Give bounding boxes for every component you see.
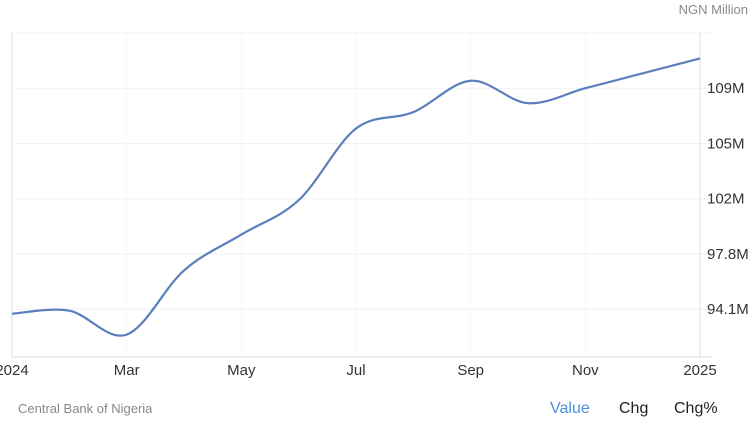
tab-chg[interactable]: Chg	[619, 400, 649, 417]
series-line	[11, 57, 701, 337]
x-tick-label: Jul	[346, 362, 365, 379]
y-tick-label: 105M	[707, 135, 745, 152]
y-tick-label: 109M	[707, 80, 745, 97]
line-chart: 94.1M 97.8M 102M 105M 109M 2024 Mar May Jul Sep No…	[0, 32, 749, 379]
y-tick-label: 97.8M	[707, 246, 749, 263]
tab-chg-percent[interactable]: Chg%	[674, 400, 718, 417]
y-tick-label: 94.1M	[707, 301, 749, 318]
x-tick-label: Nov	[572, 362, 599, 379]
source-link[interactable]: Central Bank of Nigeria	[18, 401, 153, 416]
x-tick-label: May	[227, 362, 256, 379]
tab-value[interactable]: Value	[550, 400, 590, 417]
x-tick-label: 2024	[0, 362, 29, 379]
unit-label: NGN Million	[678, 2, 748, 17]
x-tick-label: Mar	[114, 362, 140, 379]
x-tick-label: 2025	[683, 362, 716, 379]
y-tick-label: 102M	[707, 191, 745, 208]
x-tick-label: Sep	[457, 362, 484, 379]
